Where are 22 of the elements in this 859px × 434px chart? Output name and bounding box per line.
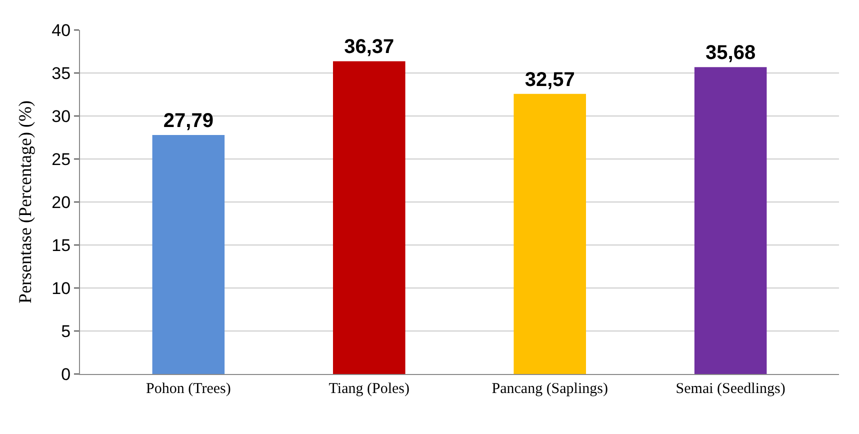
y-axis-title: Persentase (Percentage) (%)	[14, 100, 35, 304]
y-tick-label: 5	[61, 322, 71, 341]
y-tick-label: 15	[52, 236, 71, 255]
y-tick-label: 30	[52, 106, 71, 126]
bar	[152, 135, 225, 374]
y-tick-label: 40	[52, 20, 71, 40]
x-tick-label: Pancang (Saplings)	[492, 381, 608, 397]
x-tick-label: Semai (Seedlings)	[676, 381, 786, 397]
y-tick-label: 35	[52, 64, 71, 83]
x-tick-label: Pohon (Trees)	[146, 381, 231, 397]
y-tick-label: 0	[61, 364, 71, 384]
x-tick-label: Tiang (Poles)	[328, 381, 410, 397]
data-label: 27,79	[163, 110, 214, 132]
y-tick-label: 25	[52, 150, 71, 169]
y-tick-label: 10	[52, 278, 71, 298]
data-label: 36,37	[344, 36, 394, 58]
data-label: 32,57	[524, 68, 575, 91]
bar	[333, 61, 406, 374]
bar	[514, 94, 586, 374]
data-label: 35,68	[706, 42, 756, 64]
bar	[694, 67, 767, 374]
y-tick-label: 20	[52, 192, 71, 212]
